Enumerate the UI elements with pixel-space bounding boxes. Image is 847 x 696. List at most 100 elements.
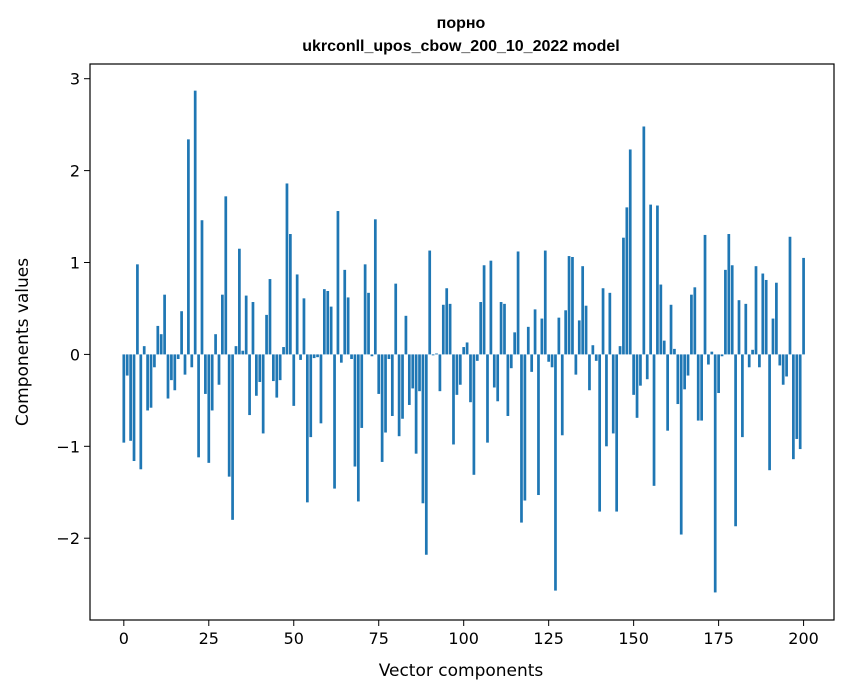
bar-94 xyxy=(441,304,445,355)
chart-title-line2: ukrconll_upos_cbow_200_10_2022 model xyxy=(302,38,619,55)
bar-177 xyxy=(724,269,727,355)
bar-157 xyxy=(656,205,659,355)
bar-5 xyxy=(139,354,143,470)
bar-46 xyxy=(278,354,282,381)
bar-155 xyxy=(649,204,652,355)
bar-176 xyxy=(720,354,724,357)
bar-28 xyxy=(217,354,221,385)
bar-35 xyxy=(241,350,245,355)
bar-133 xyxy=(574,354,578,375)
bar-138 xyxy=(591,345,595,355)
bar-52 xyxy=(299,354,302,360)
bar-1 xyxy=(125,354,129,376)
bar-153 xyxy=(642,126,646,355)
bar-171 xyxy=(703,234,707,355)
bar-161 xyxy=(669,304,673,355)
bar-86 xyxy=(414,354,418,454)
bar-134 xyxy=(577,320,581,355)
bar-23 xyxy=(200,220,204,355)
bar-62 xyxy=(333,354,336,489)
bar-149 xyxy=(628,149,632,355)
bar-196 xyxy=(788,236,792,355)
bar-36 xyxy=(244,295,248,355)
bar-88 xyxy=(421,354,425,504)
bar-135 xyxy=(581,266,585,355)
bar-81 xyxy=(397,354,401,437)
x-tick-label: 150 xyxy=(618,629,649,648)
bar-162 xyxy=(673,348,676,355)
bar-178 xyxy=(727,234,731,355)
bar-127 xyxy=(554,354,557,591)
bar-175 xyxy=(717,354,720,394)
x-axis-ticks: 0 25 50 75 100 125 150 175 200 xyxy=(119,620,819,648)
bar-118 xyxy=(523,354,527,501)
x-tick-label: 125 xyxy=(533,629,564,648)
x-tick-label: 0 xyxy=(119,629,129,648)
bar-77 xyxy=(384,354,387,433)
bar-84 xyxy=(407,354,411,405)
bar-24 xyxy=(204,354,207,394)
bar-7 xyxy=(146,354,149,411)
bar-182 xyxy=(741,354,744,438)
bar-76 xyxy=(380,354,384,462)
bar-96 xyxy=(448,303,452,355)
x-tick-label: 175 xyxy=(703,629,734,648)
bar-181 xyxy=(737,300,741,355)
bar-116 xyxy=(516,251,520,355)
bar-189 xyxy=(764,279,768,355)
bar-183 xyxy=(744,303,748,355)
bar-21 xyxy=(193,90,197,355)
bar-141 xyxy=(601,288,605,355)
bar-158 xyxy=(659,284,663,355)
bar-186 xyxy=(754,266,758,355)
bar-187 xyxy=(758,354,761,368)
bar-132 xyxy=(571,256,574,355)
bar-172 xyxy=(707,354,710,365)
bar-3 xyxy=(132,354,136,462)
bar-199 xyxy=(798,354,802,450)
bar-38 xyxy=(251,302,255,355)
y-tick-label: 0 xyxy=(70,345,80,364)
bar-112 xyxy=(503,303,506,355)
bar-26 xyxy=(210,354,214,411)
bar-93 xyxy=(438,354,442,392)
bar-170 xyxy=(700,354,703,421)
bar-148 xyxy=(625,207,629,355)
bar-66 xyxy=(346,297,350,355)
bar-113 xyxy=(506,354,510,416)
bar-97 xyxy=(452,354,455,445)
bar-70 xyxy=(360,354,364,428)
bar-34 xyxy=(238,248,241,355)
bar-151 xyxy=(635,354,639,418)
bar-121 xyxy=(533,309,537,355)
bar-99 xyxy=(458,354,462,385)
bar-100 xyxy=(462,347,466,355)
y-tick-label: 1 xyxy=(70,254,80,273)
bar-87 xyxy=(418,354,421,392)
bar-32 xyxy=(231,354,234,520)
bar-73 xyxy=(370,354,374,357)
bar-0 xyxy=(122,354,126,443)
bar-106 xyxy=(482,265,486,355)
bar-142 xyxy=(605,354,608,447)
bar-173 xyxy=(710,351,714,355)
bar-8 xyxy=(149,354,153,408)
bar-71 xyxy=(363,264,367,355)
bar-37 xyxy=(248,354,251,416)
bar-154 xyxy=(645,354,649,380)
bar-119 xyxy=(526,326,530,355)
bar-146 xyxy=(618,346,622,355)
bar-124 xyxy=(543,250,547,355)
bar-101 xyxy=(465,342,469,355)
bar-125 xyxy=(547,354,551,362)
bar-55 xyxy=(309,354,313,438)
bar-19 xyxy=(187,139,190,355)
bar-series xyxy=(122,90,805,593)
bar-180 xyxy=(734,354,737,527)
bar-54 xyxy=(305,354,309,503)
bar-188 xyxy=(761,273,765,355)
bar-102 xyxy=(469,354,472,403)
y-tick-label: 2 xyxy=(70,162,80,181)
bar-78 xyxy=(387,354,391,360)
